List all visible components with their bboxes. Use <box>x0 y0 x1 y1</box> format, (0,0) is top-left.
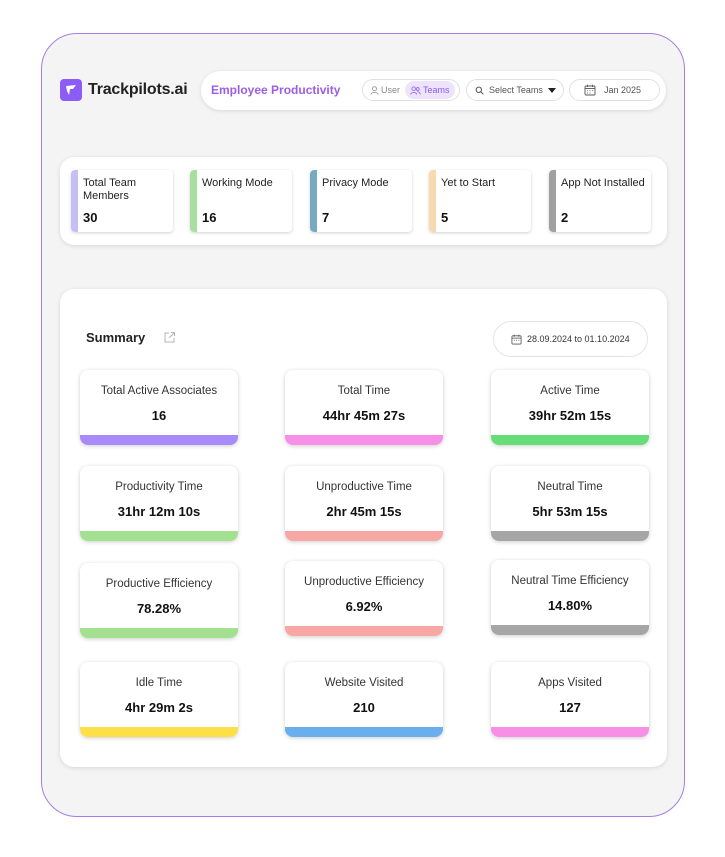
metric-label: Website Visited <box>324 677 404 689</box>
team-select[interactable]: Select Teams <box>466 79 564 101</box>
metric-value: 5hr 53m 15s <box>532 504 608 519</box>
metric-productive-efficiency[interactable]: Productive Efficiency 78.28% <box>80 563 238 638</box>
stat-value: 7 <box>322 210 330 225</box>
team-select-placeholder: Select Teams <box>489 85 543 95</box>
metric-color-bar <box>285 435 443 445</box>
stat-value: 5 <box>441 210 449 225</box>
metric-label: Productivity Time <box>115 481 203 493</box>
stat-yet-to-start[interactable]: Yet to Start 5 <box>429 170 531 232</box>
toggle-teams-label: Teams <box>423 85 450 95</box>
toggle-user[interactable]: User <box>365 81 405 99</box>
calendar-icon <box>584 84 596 96</box>
metric-color-bar <box>80 727 238 737</box>
stat-label: Privacy Mode <box>322 177 389 189</box>
metric-active-time[interactable]: Active Time 39hr 52m 15s <box>491 370 649 445</box>
metric-value: 2hr 45m 15s <box>326 504 402 519</box>
stat-label: Working Mode <box>202 177 273 189</box>
metric-total-active-associates[interactable]: Total Active Associates 16 <box>80 370 238 445</box>
metric-label: Total Active Associates <box>100 385 218 397</box>
metric-label: Active Time <box>540 385 600 397</box>
metric-color-bar <box>491 435 649 445</box>
metric-color-bar <box>80 628 238 638</box>
metric-label: Productive Efficiency <box>105 578 213 590</box>
metric-label: Neutral Time Efficiency <box>511 575 629 587</box>
stat-label: Total Team Members <box>83 177 136 202</box>
metric-label: Total Time <box>337 385 391 397</box>
toggle-user-label: User <box>381 85 401 95</box>
metric-label: Unproductive Efficiency <box>304 576 424 588</box>
stat-label: App Not Installed <box>561 177 645 189</box>
search-icon <box>475 86 484 95</box>
logo-icon <box>60 79 82 101</box>
metric-color-bar <box>285 531 443 541</box>
metric-label: Idle Time <box>135 677 183 689</box>
stat-label: Yet to Start <box>441 177 496 189</box>
stat-working-mode[interactable]: Working Mode 16 <box>190 170 292 232</box>
stat-privacy-mode[interactable]: Privacy Mode 7 <box>310 170 412 232</box>
metric-value: 4hr 29m 2s <box>125 700 193 715</box>
user-icon <box>370 85 379 95</box>
stat-color-bar <box>429 170 436 232</box>
metric-value: 6.92% <box>345 599 383 614</box>
metric-color-bar <box>491 531 649 541</box>
metric-color-bar <box>80 435 238 445</box>
metric-website-visited[interactable]: Website Visited 210 <box>285 662 443 737</box>
metric-apps-visited[interactable]: Apps Visited 127 <box>491 662 649 737</box>
metric-productivity-time[interactable]: Productivity Time 31hr 12m 10s <box>80 466 238 541</box>
stat-value: 16 <box>202 210 217 225</box>
metric-unproductive-efficiency[interactable]: Unproductive Efficiency 6.92% <box>285 561 443 636</box>
metric-value: 44hr 45m 27s <box>322 408 406 423</box>
date-range-picker[interactable]: 28.09.2024 to 01.10.2024 <box>493 321 648 357</box>
metric-label: Unproductive Time <box>316 481 412 493</box>
teams-icon <box>410 85 421 95</box>
view-toggle: User Teams <box>362 79 460 101</box>
metric-color-bar <box>491 727 649 737</box>
metric-color-bar <box>285 626 443 636</box>
month-picker[interactable]: Jan 2025 <box>569 79 660 101</box>
metric-value: 31hr 12m 10s <box>117 504 201 519</box>
toggle-teams[interactable]: Teams <box>405 81 455 99</box>
stat-value: 30 <box>83 210 98 225</box>
metric-label: Neutral Time <box>537 481 603 493</box>
metric-idle-time[interactable]: Idle Time 4hr 29m 2s <box>80 662 238 737</box>
metric-value: 210 <box>353 700 375 715</box>
header-toolbar: Employee Productivity User Teams Select … <box>201 71 666 110</box>
metric-neutral-time[interactable]: Neutral Time 5hr 53m 15s <box>491 466 649 541</box>
metric-color-bar <box>491 625 649 635</box>
metric-neutral-time-efficiency[interactable]: Neutral Time Efficiency 14.80% <box>491 560 649 635</box>
summary-title: Summary <box>86 330 146 345</box>
metric-value: 39hr 52m 15s <box>528 408 612 423</box>
metric-total-time[interactable]: Total Time 44hr 45m 27s <box>285 370 443 445</box>
metric-color-bar <box>80 531 238 541</box>
stat-color-bar <box>190 170 197 232</box>
stat-color-bar <box>71 170 78 232</box>
month-value: Jan 2025 <box>604 85 642 95</box>
metric-value: 14.80% <box>547 598 593 613</box>
metric-value: 78.28% <box>136 601 182 616</box>
stat-color-bar <box>549 170 556 232</box>
metric-color-bar <box>285 727 443 737</box>
page-title: Employee Productivity <box>211 83 341 97</box>
metric-unproductive-time[interactable]: Unproductive Time 2hr 45m 15s <box>285 466 443 541</box>
metric-value: 127 <box>559 700 581 715</box>
chevron-down-icon <box>547 87 556 93</box>
date-range-value: 28.09.2024 to 01.10.2024 <box>527 334 630 344</box>
team-stats-panel: Total Team Members 30 Working Mode 16 Pr… <box>60 157 667 245</box>
stat-total-team-members[interactable]: Total Team Members 30 <box>71 170 173 232</box>
metric-label: Apps Visited <box>538 677 602 689</box>
stat-app-not-installed[interactable]: App Not Installed 2 <box>549 170 651 232</box>
summary-panel: Summary 28.09.2024 to 01.10.2024 Total A… <box>60 289 667 767</box>
metric-value: 16 <box>151 408 167 423</box>
brand-name: Trackpilots.ai <box>88 81 188 98</box>
stat-value: 2 <box>561 210 569 225</box>
brand-logo[interactable]: Trackpilots.ai <box>60 79 188 101</box>
calendar-icon <box>511 334 522 344</box>
stat-color-bar <box>310 170 317 232</box>
external-link-icon[interactable] <box>163 331 176 344</box>
